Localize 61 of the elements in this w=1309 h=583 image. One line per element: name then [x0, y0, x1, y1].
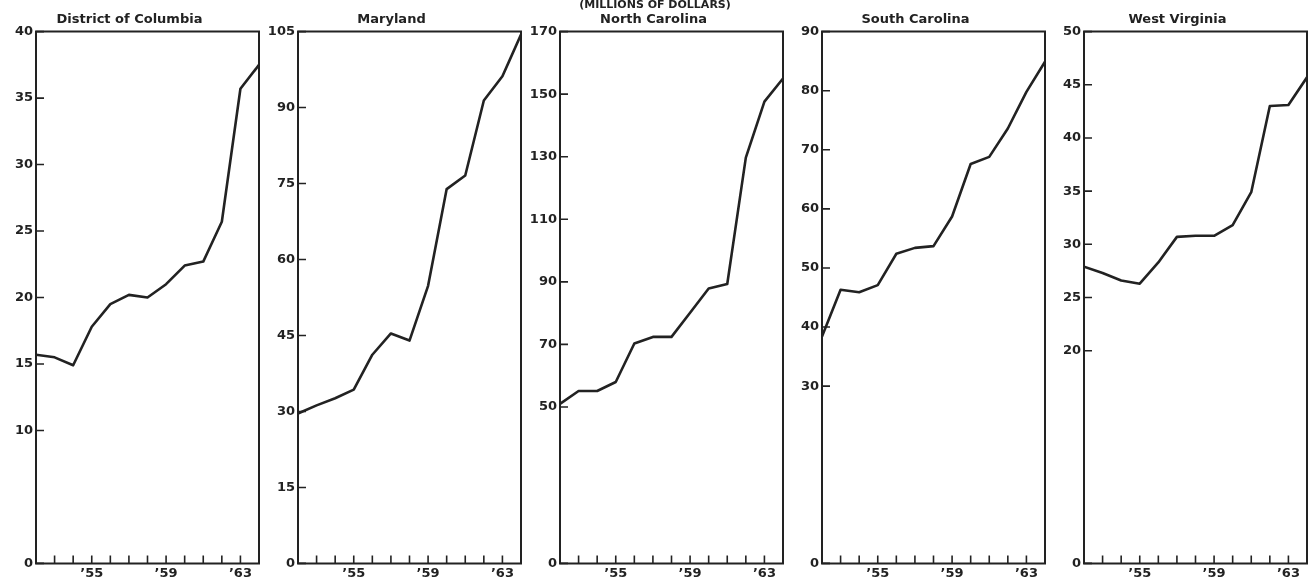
- y-tick-label: 0: [285, 554, 295, 570]
- y-tick-label: 50: [800, 259, 819, 275]
- y-tick-label: 10: [14, 421, 33, 437]
- y-tick-label: 0: [547, 554, 557, 570]
- y-tick-label: 50: [538, 398, 557, 414]
- chart-title: District of Columbia: [56, 11, 203, 27]
- y-tick-label: 45: [1062, 76, 1081, 92]
- x-tick-label: ’63: [752, 564, 776, 580]
- y-tick-label: 35: [1062, 182, 1081, 198]
- y-tick-label: 70: [538, 335, 557, 351]
- chart-title: South Carolina: [861, 11, 970, 27]
- y-tick-label: 130: [529, 148, 557, 164]
- y-tick-label: 25: [1062, 288, 1081, 304]
- y-tick-label: 170: [529, 22, 557, 38]
- y-tick-label: 50: [1062, 22, 1081, 38]
- x-tick-label: ’55: [604, 564, 628, 580]
- y-tick-label: 25: [14, 222, 33, 238]
- y-tick-label: 15: [276, 478, 295, 494]
- y-tick-label: 20: [14, 288, 33, 304]
- y-tick-label: 90: [538, 273, 557, 289]
- x-tick-label: ’55: [1128, 564, 1152, 580]
- y-tick-label: 40: [14, 22, 33, 38]
- x-tick-label: ’55: [80, 564, 104, 580]
- x-tick-label: ’59: [416, 564, 440, 580]
- x-tick-label: ’59: [154, 564, 178, 580]
- y-tick-label: 0: [1071, 554, 1081, 570]
- x-tick-label: ’63: [1014, 564, 1038, 580]
- x-tick-label: ’63: [228, 564, 252, 580]
- chart-title: Maryland: [357, 11, 426, 27]
- x-tick-label: ’63: [490, 564, 514, 580]
- y-tick-label: 0: [809, 554, 819, 570]
- y-tick-label: 70: [800, 141, 819, 157]
- y-tick-label: 30: [800, 377, 819, 393]
- y-tick-label: 40: [1062, 129, 1081, 145]
- y-tick-label: 45: [276, 326, 295, 342]
- y-tick-label: 90: [800, 22, 819, 38]
- y-tick-label: 105: [267, 22, 295, 38]
- x-tick-label: ’59: [1202, 564, 1226, 580]
- x-tick-label: ’59: [940, 564, 964, 580]
- y-tick-label: 30: [276, 402, 295, 418]
- y-tick-label: 60: [276, 250, 295, 266]
- chart-title: North Carolina: [600, 11, 707, 27]
- y-tick-label: 75: [276, 174, 295, 190]
- text: (MILLIONS OF DOLLARS): [578, 0, 732, 11]
- x-tick-label: ’59: [678, 564, 702, 580]
- y-tick-label: 80: [800, 82, 819, 98]
- x-tick-label: ’63: [1276, 564, 1300, 580]
- y-tick-label: 110: [529, 210, 557, 226]
- y-tick-label: 150: [529, 85, 557, 101]
- y-tick-label: 40: [800, 318, 819, 334]
- y-tick-label: 60: [800, 200, 819, 216]
- y-tick-label: 35: [14, 89, 33, 105]
- x-tick-label: ’55: [342, 564, 366, 580]
- chart-title: West Virginia: [1128, 11, 1227, 27]
- y-tick-label: 0: [23, 554, 33, 570]
- y-tick-label: 90: [276, 98, 295, 114]
- y-tick-label: 15: [14, 355, 33, 371]
- x-tick-label: ’55: [866, 564, 890, 580]
- y-tick-label: 30: [14, 155, 33, 171]
- y-tick-label: 20: [1062, 342, 1081, 358]
- y-tick-label: 30: [1062, 235, 1081, 251]
